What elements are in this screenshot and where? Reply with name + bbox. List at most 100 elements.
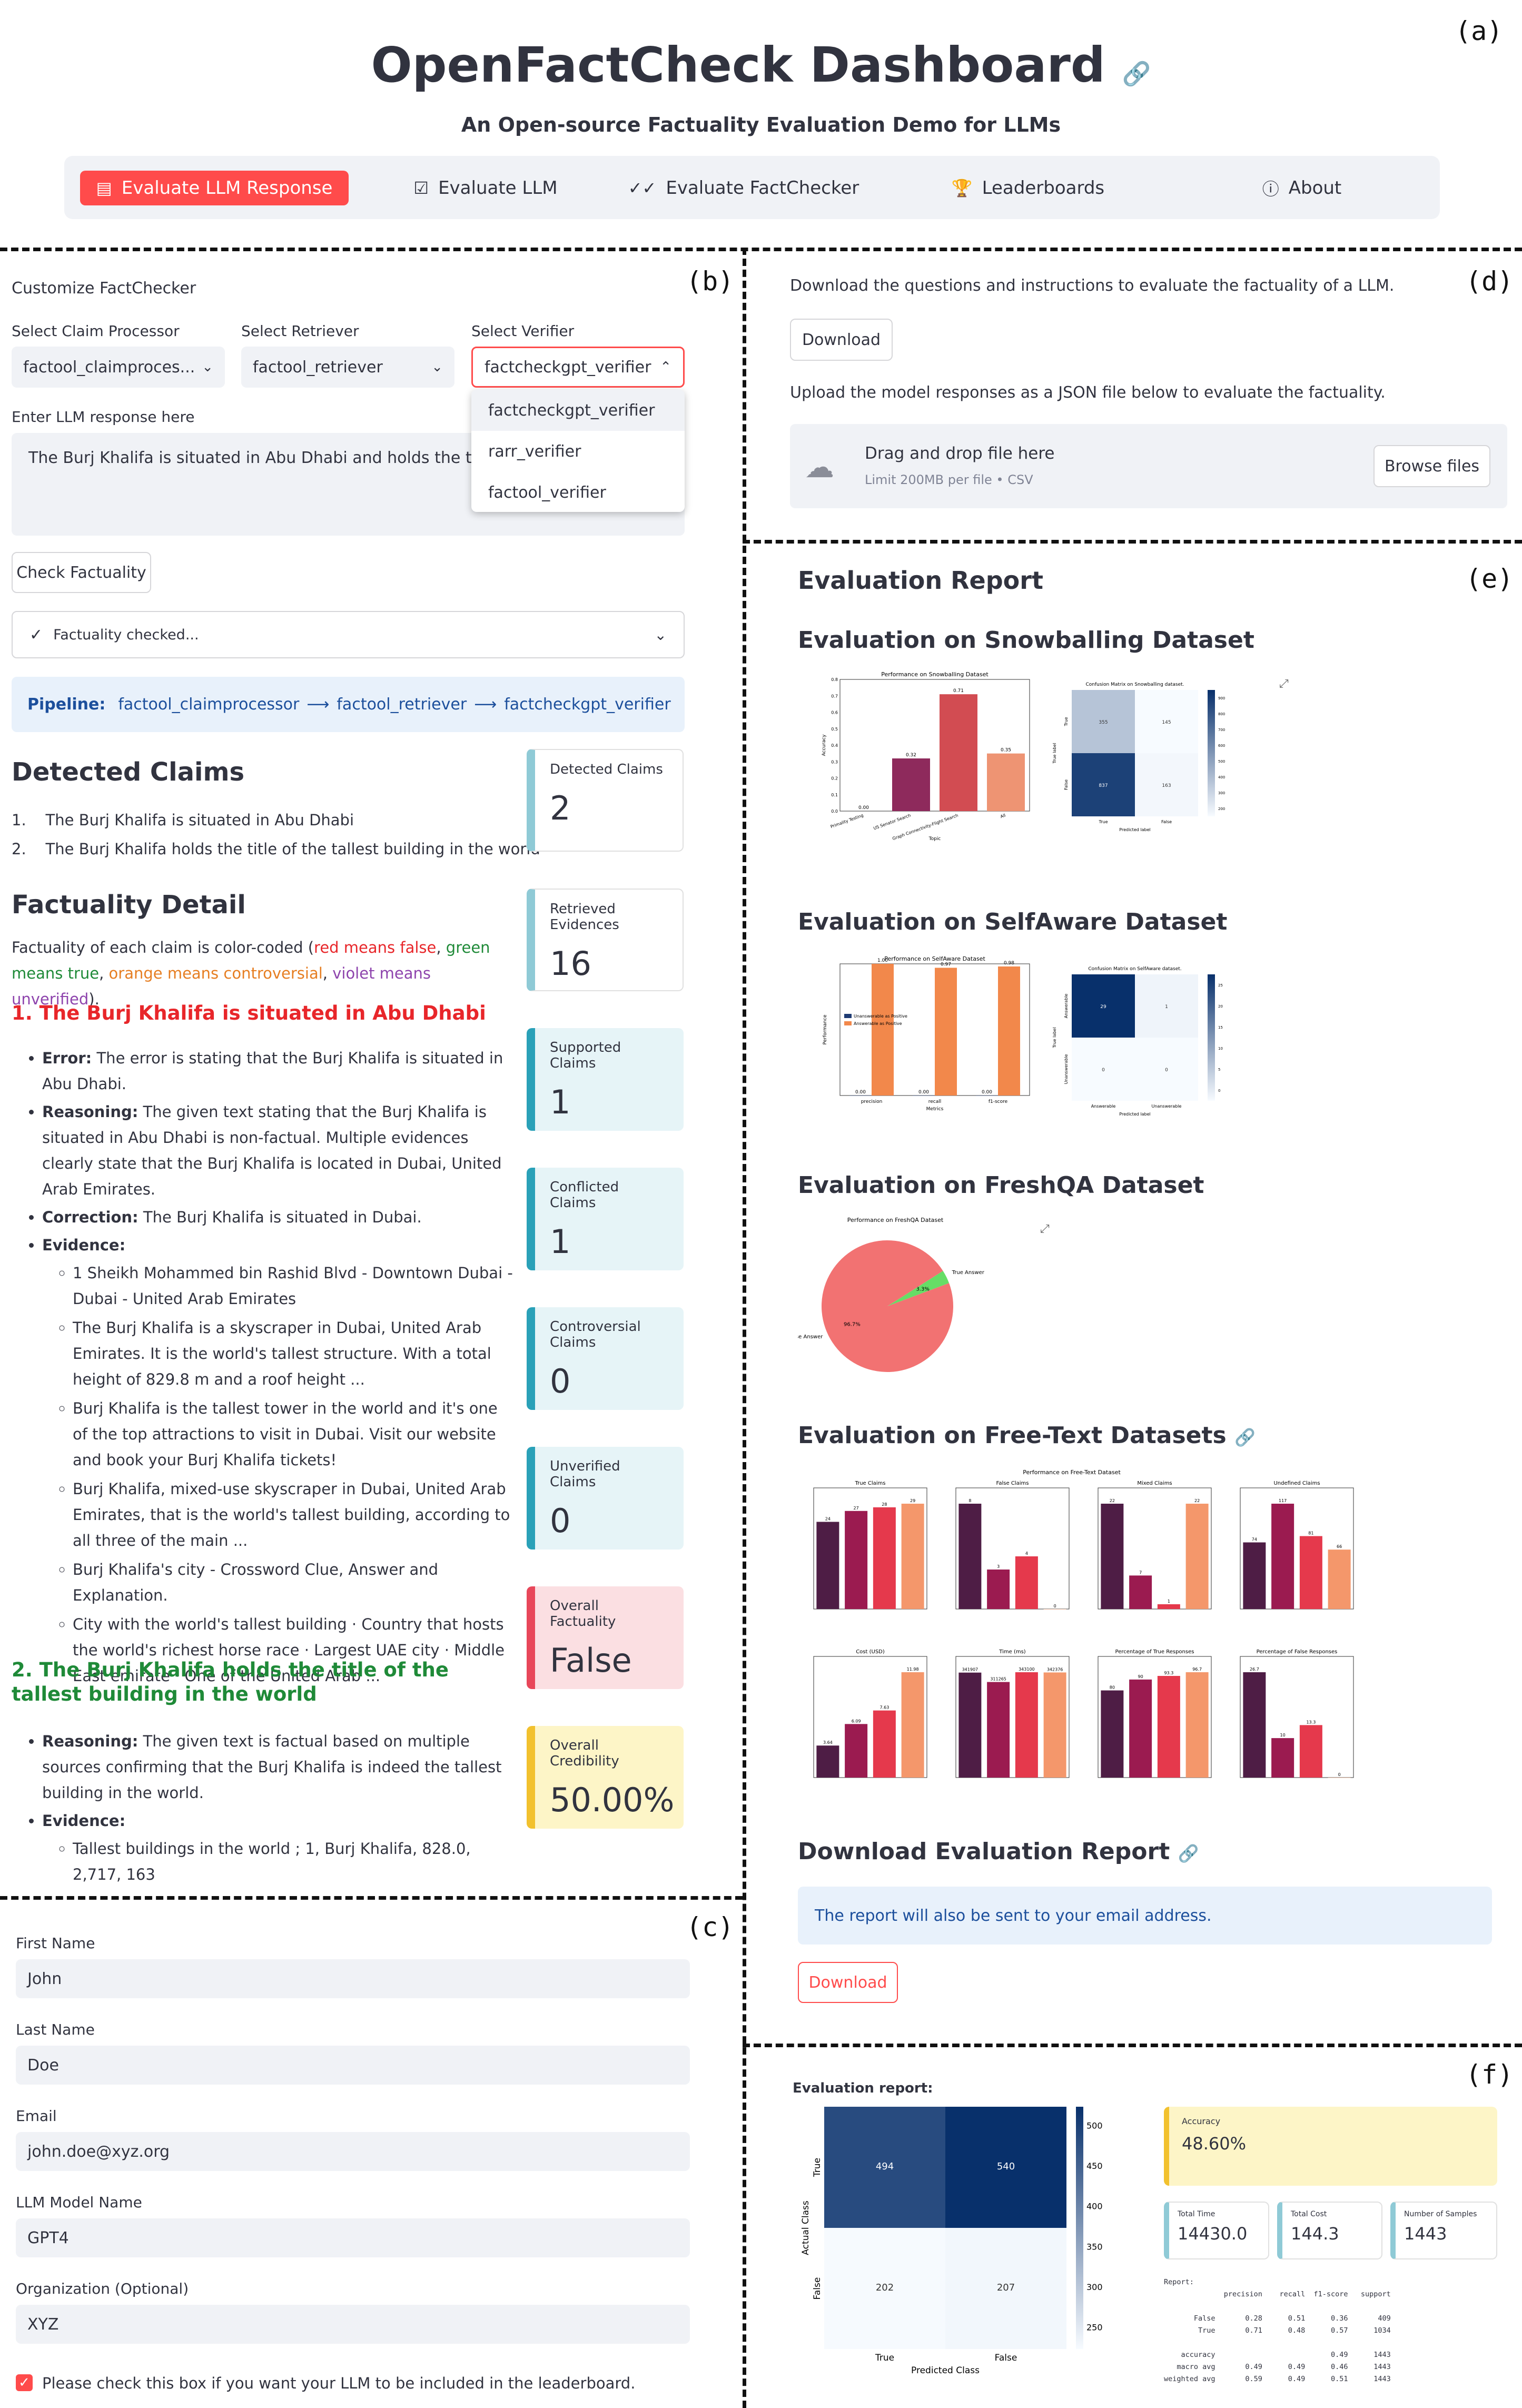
data-label: 0.00	[855, 1090, 866, 1095]
legend-swatch	[844, 1021, 852, 1025]
colorbar-tick: 700	[1218, 728, 1225, 732]
metric-label: Total Cost	[1291, 2210, 1327, 2218]
metric-value: 1	[550, 1083, 571, 1121]
colorbar-tick: 0	[1218, 1089, 1220, 1093]
cell-value: 29	[1100, 1004, 1106, 1010]
colorbar	[1076, 2107, 1083, 2349]
evidence-item: Tallest buildings in the world ; 1, Burj…	[73, 1836, 515, 1888]
organization-input[interactable]: XYZ	[16, 2305, 690, 2344]
pipeline-step: factool_retriever	[337, 695, 467, 714]
selfaware-charts: Performance on SelfAware Dataset Performa…	[823, 955, 1223, 1117]
link-icon[interactable]: 🔗	[1178, 1843, 1199, 1863]
browse-files-button[interactable]: Browse files	[1373, 445, 1490, 487]
data-label: 22	[1110, 1498, 1115, 1503]
x-axis-label: Topic	[928, 836, 941, 842]
verifier-option[interactable]: factool_verifier	[488, 483, 606, 502]
bar	[873, 1710, 896, 1778]
metric-total-cost: Total Cost 144.3	[1277, 2202, 1382, 2259]
classification-report: Report: precision recall f1-score suppor…	[1164, 2278, 1391, 2383]
metric-conflicted-claims: Conflicted Claims 1	[527, 1168, 684, 1270]
bar	[816, 1745, 839, 1778]
verifier-option[interactable]: factcheckgpt_verifier	[471, 390, 685, 431]
download-instructions-text: Download the questions and instructions …	[790, 277, 1395, 295]
data-label: 66	[1337, 1544, 1342, 1549]
email-label: Email	[16, 2107, 57, 2125]
last-name-input[interactable]: Doe	[16, 2046, 690, 2085]
data-label: 117	[1279, 1498, 1287, 1503]
page-subtitle: An Open-source Factuality Evaluation Dem…	[461, 113, 1061, 136]
data-label: 93.3	[1164, 1671, 1173, 1675]
colorbar-tick: 20	[1218, 1004, 1223, 1009]
leaderboard-checkbox-label: Please check this box if you want your L…	[42, 2374, 636, 2392]
claim-2-title: 2. The Burj Khalifa holds the title of t…	[12, 1659, 449, 1705]
download-questions-button[interactable]: Download	[790, 319, 893, 361]
check-factuality-button[interactable]: Check Factuality	[12, 552, 151, 593]
data-label: 1	[1168, 1599, 1170, 1604]
verifier-select[interactable]: factcheckgpt_verifier ⌃	[471, 347, 685, 388]
metric-value: 1	[550, 1222, 571, 1261]
colorbar-tick: 500	[1218, 759, 1225, 764]
claim-processor-select[interactable]: factool_claimproces... ⌄	[12, 347, 225, 388]
x-tick-label: All	[1000, 813, 1006, 819]
metric-label: Retrieved Evidences	[550, 901, 619, 933]
colorbar-tick: 5	[1218, 1068, 1220, 1072]
data-label: 24	[825, 1516, 831, 1521]
bar	[1271, 1504, 1294, 1609]
check-icon: ✓	[29, 625, 43, 644]
email-input[interactable]: john.doe@xyz.org	[16, 2132, 690, 2171]
x-tick-label: recall	[928, 1099, 942, 1104]
cell-value: 0	[1165, 1068, 1168, 1073]
evidence-item: 1 Sheikh Mohammed bin Rashid Blvd - Down…	[73, 1260, 515, 1312]
expand-icon[interactable]: ⤢	[1040, 1222, 1050, 1236]
heatmap-cell	[1072, 1038, 1135, 1101]
file-uploader[interactable]: ☁ Drag and drop file here Limit 200MB pe…	[790, 424, 1507, 508]
selfaware-heading: Evaluation on SelfAware Dataset	[798, 909, 1228, 935]
tab-about[interactable]: ⓘ About	[1223, 171, 1381, 205]
tab-evaluate-llm[interactable]: ☑ Evaluate LLM	[391, 171, 580, 205]
last-name-label: Last Name	[16, 2021, 95, 2038]
first-name-input[interactable]: John	[16, 1959, 690, 1998]
tab-evaluate-llm-response[interactable]: ▤ Evaluate LLM Response	[80, 171, 349, 205]
bar	[1328, 1550, 1351, 1609]
download-report-button[interactable]: Download	[798, 1962, 898, 2003]
link-icon[interactable]: 🔗	[1234, 1427, 1256, 1447]
legend-violet: violet means unverified	[12, 964, 431, 1008]
colorbar-tick: 600	[1218, 744, 1225, 748]
bar	[1299, 1725, 1322, 1778]
metric-value: 16	[550, 944, 591, 983]
panel-label-c: (c)	[686, 1912, 734, 1942]
expand-icon[interactable]: ⤢	[1279, 677, 1289, 690]
x-tick-label: Unanswerable	[1152, 1104, 1182, 1109]
check-marks-icon: ✓✓	[628, 178, 657, 198]
panel-label-e: (e)	[1466, 564, 1514, 594]
link-icon[interactable]: 🔗	[1122, 61, 1151, 87]
llm-model-input[interactable]: GPT4	[16, 2218, 690, 2257]
metric-controversial-claims: Controversial Claims 0	[527, 1307, 684, 1410]
heatmap-cell	[1135, 1038, 1198, 1101]
data-label: 96.7	[1192, 1667, 1202, 1672]
tab-leaderboards[interactable]: 🏆 Leaderboards	[928, 171, 1128, 205]
cell-value: 355	[1099, 720, 1108, 725]
metric-value: False	[550, 1641, 632, 1680]
data-label: 0.71	[953, 688, 964, 694]
list-item: 1. The Burj Khalifa is situated in Abu D…	[12, 811, 354, 829]
cell-value: 202	[876, 2282, 894, 2293]
cell-value: 163	[1162, 783, 1171, 788]
retriever-select[interactable]: factool_retriever ⌄	[241, 347, 454, 388]
y-axis-label: True label	[1052, 743, 1057, 764]
metric-retrieved-evidences: Retrieved Evidences 16	[527, 889, 684, 991]
freshqa-chart: Performance on FreshQA Dataset 3.3% True A…	[798, 1217, 1050, 1372]
data-label: 10	[1280, 1733, 1286, 1738]
leaderboard-checkbox[interactable]: ✓	[16, 2374, 33, 2391]
tab-evaluate-factchecker[interactable]: ✓✓ Evaluate FactChecker	[622, 171, 865, 205]
data-label: 0.32	[906, 753, 916, 758]
verifier-option[interactable]: rarr_verifier	[488, 442, 581, 461]
divider-left-bottom	[0, 1896, 743, 1900]
bar	[873, 1507, 896, 1609]
status-expander[interactable]: ✓ Factuality checked... ⌄	[12, 611, 685, 658]
claim-1-reasoning: Reasoning: The given text stating that t…	[42, 1099, 515, 1202]
data-label: 28	[882, 1502, 887, 1507]
metric-label: Conflicted Claims	[550, 1179, 619, 1211]
metric-label: Unverified Claims	[550, 1458, 620, 1490]
bar	[958, 1504, 982, 1609]
